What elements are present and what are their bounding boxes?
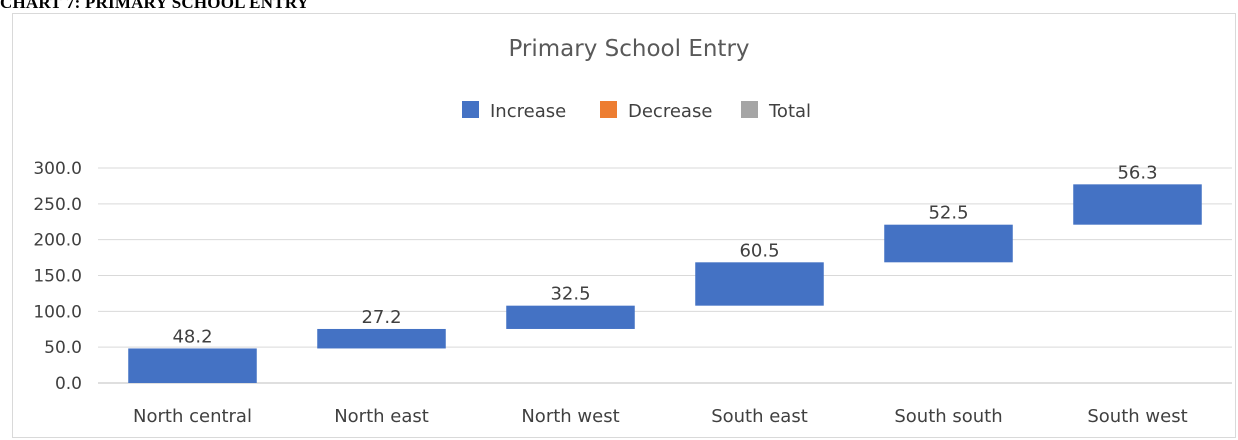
y-tick-label: 150.0	[33, 267, 82, 287]
chart-title: Primary School Entry	[508, 36, 749, 62]
bar-south-south	[884, 224, 1013, 263]
bar-north-east	[317, 328, 446, 349]
y-tick-label: 250.0	[33, 195, 82, 215]
legend-swatch-increase	[462, 101, 479, 118]
bar-south-west	[1073, 184, 1202, 225]
x-tick-label: North central	[133, 406, 252, 427]
y-axis: 0.0 50.0 100.0 150.0 200.0 250.0 300.0	[33, 159, 82, 394]
y-tick-label: 200.0	[33, 231, 82, 251]
data-label: 52.5	[928, 203, 968, 224]
bar-south-east	[695, 262, 824, 306]
gridlines	[98, 167, 1232, 384]
y-tick-label: 0.0	[55, 374, 82, 394]
x-tick-label: North east	[334, 406, 429, 427]
bar-north-central	[128, 348, 257, 383]
data-label: 60.5	[739, 240, 779, 261]
data-label: 32.5	[550, 284, 590, 305]
y-tick-label: 300.0	[33, 159, 82, 179]
x-tick-label: South west	[1087, 406, 1187, 427]
y-tick-label: 50.0	[44, 338, 82, 358]
x-axis: North central North east North west South e…	[133, 406, 1188, 427]
data-label: 48.2	[172, 326, 212, 347]
data-label: 56.3	[1117, 162, 1157, 183]
chart-caption: CHART 7: PRIMARY SCHOOL ENTRY	[0, 0, 310, 12]
legend-label-decrease: Decrease	[628, 101, 712, 122]
data-label: 27.2	[361, 307, 401, 328]
legend-swatch-total	[741, 101, 758, 118]
legend-label-total: Total	[768, 101, 811, 122]
legend-swatch-decrease	[600, 101, 617, 118]
data-labels: 48.2 27.2 32.5 60.5 52.5 56.3	[172, 162, 1157, 347]
legend-label-increase: Increase	[490, 101, 566, 122]
y-tick-label: 100.0	[33, 302, 82, 322]
x-tick-label: South east	[711, 406, 808, 427]
legend: Increase Decrease Total	[462, 101, 811, 122]
x-tick-label: South south	[894, 406, 1002, 427]
bars	[128, 184, 1202, 383]
x-tick-label: North west	[521, 406, 619, 427]
bar-north-west	[506, 305, 635, 329]
